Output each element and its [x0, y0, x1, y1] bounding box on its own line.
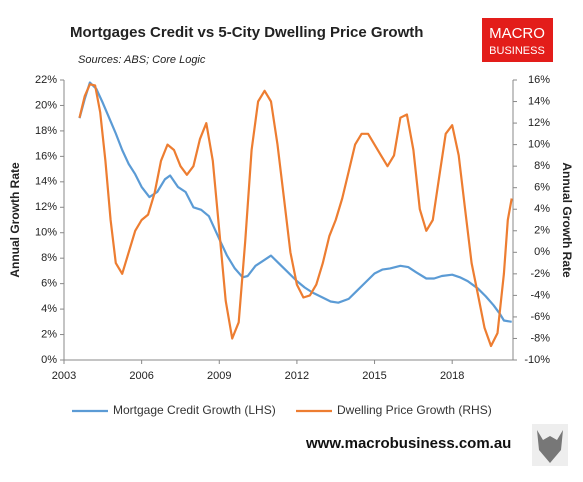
x-tick-label: 2003	[52, 370, 76, 382]
legend-label: Dwelling Price Growth (RHS)	[337, 403, 492, 417]
logo-text: BUSINESS	[489, 45, 545, 57]
x-tick-label: 2015	[362, 370, 386, 382]
chart-title: Mortgages Credit vs 5-City Dwelling Pric…	[70, 24, 423, 41]
y2-tick-label: 2%	[534, 225, 550, 237]
logo-box	[482, 18, 553, 62]
y2-tick-label: 10%	[528, 139, 550, 151]
y-tick-label: 20%	[35, 99, 57, 111]
y-tick-label: 6%	[41, 278, 57, 290]
footer: www.macrobusiness.com.au	[305, 435, 511, 452]
logo-text: MACRO	[489, 25, 545, 42]
y2-tick-label: -2%	[530, 268, 550, 280]
y2-tick-label: 12%	[528, 117, 550, 129]
y2-tick-label: 8%	[534, 160, 550, 172]
y2-tick-label: -4%	[530, 289, 550, 301]
y2-axis-label: Annual Growth Rate	[560, 162, 574, 278]
y-tick-label: 10%	[35, 227, 57, 239]
chart-subtitle: Sources: ABS; Core Logic	[78, 54, 206, 66]
y2-tick-label: 16%	[528, 74, 550, 86]
y-tick-label: 2%	[41, 328, 57, 340]
x-tick-label: 2006	[129, 370, 153, 382]
y2-tick-label: 14%	[528, 95, 550, 107]
y2-tick-label: 6%	[534, 182, 550, 194]
y-tick-label: 12%	[35, 201, 57, 213]
x-tick-label: 2012	[285, 370, 309, 382]
legend-label: Mortgage Credit Growth (LHS)	[113, 403, 276, 417]
y-tick-label: 0%	[41, 354, 57, 366]
y-axis-label: Annual Growth Rate	[8, 162, 22, 278]
series-line	[78, 83, 513, 348]
y2-tick-label: -6%	[530, 311, 550, 323]
y-tick-label: 16%	[35, 150, 57, 162]
y-tick-label: 8%	[41, 252, 57, 264]
y2-tick-label: -10%	[524, 354, 550, 366]
y-tick-label: 14%	[35, 176, 57, 188]
y-tick-label: 18%	[35, 125, 57, 137]
y2-tick-label: 4%	[534, 203, 550, 215]
y-tick-label: 22%	[35, 74, 57, 86]
y2-tick-label: -8%	[530, 332, 550, 344]
x-tick-label: 2018	[440, 370, 464, 382]
y2-tick-label: 0%	[534, 246, 550, 258]
wolf-icon	[532, 424, 568, 466]
y-tick-label: 4%	[41, 303, 57, 315]
series-line	[78, 81, 512, 323]
x-tick-label: 2009	[207, 370, 231, 382]
